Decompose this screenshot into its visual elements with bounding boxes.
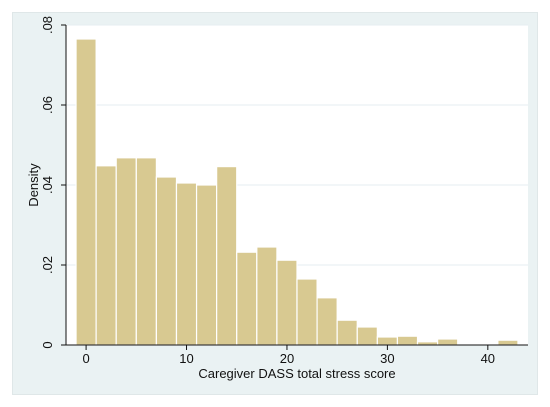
x-tick-label-4: 40 — [481, 351, 495, 366]
histogram-bar-12 — [316, 297, 338, 346]
histogram-bar-14 — [356, 326, 378, 346]
x-axis-title: Caregiver DASS total stress score — [198, 366, 395, 381]
y-ticks: 0 .02 .04 .06 .08 — [40, 16, 66, 349]
x-tick-label-2: 20 — [280, 351, 294, 366]
histogram-bar-18 — [437, 338, 459, 346]
histogram-bar-4 — [155, 176, 178, 346]
histogram-bar-9 — [256, 246, 278, 346]
x-tick-label-1: 10 — [179, 351, 193, 366]
histogram-bar-7 — [216, 166, 238, 346]
histogram-bar-6 — [195, 184, 218, 346]
y-tick-label-2: .04 — [40, 176, 55, 194]
x-tick-label-3: 30 — [380, 351, 394, 366]
histogram-bar-16 — [396, 335, 419, 346]
histogram-bar-5 — [175, 182, 198, 346]
histogram-bar-10 — [276, 259, 298, 346]
x-ticks: 0 10 20 30 40 — [82, 345, 495, 366]
y-axis-title: Density — [26, 163, 41, 207]
histogram-bar-1 — [95, 165, 117, 346]
histogram-bar-21 — [497, 339, 519, 346]
histogram-bar-0 — [75, 38, 97, 346]
y-tick-label-0: 0 — [40, 341, 55, 348]
histogram-bar-3 — [135, 157, 157, 346]
histogram-bar-15 — [376, 336, 399, 346]
y-tick-label-1: .02 — [40, 256, 55, 274]
bars — [75, 38, 519, 346]
x-tick-label-0: 0 — [82, 351, 89, 366]
y-tick-label-4: .08 — [40, 16, 55, 34]
histogram-bar-2 — [115, 157, 137, 346]
y-tick-label-3: .06 — [40, 96, 55, 114]
histogram-bar-8 — [236, 251, 258, 346]
histogram-bar-11 — [296, 278, 318, 346]
histogram-bar-13 — [336, 319, 358, 346]
